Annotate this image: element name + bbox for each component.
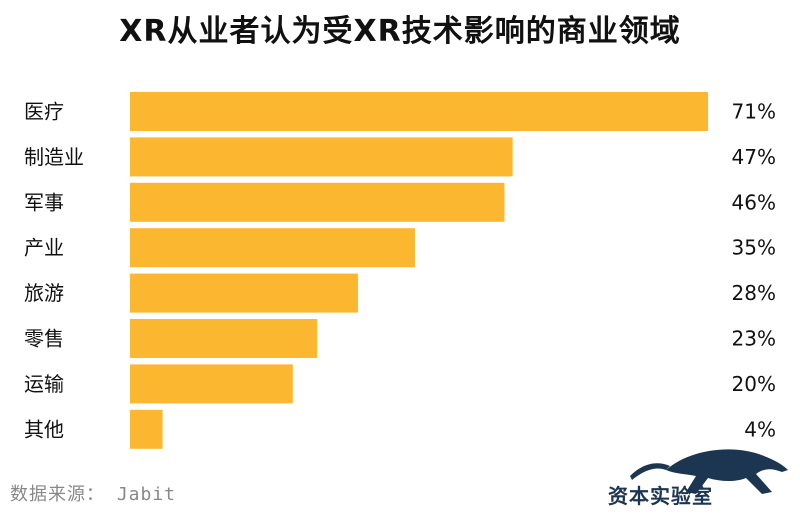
source-note: 数据来源： Jabit <box>10 484 177 505</box>
bar-7 <box>130 364 293 404</box>
value-label-3: 46% <box>732 190 776 214</box>
watermark-logo: 资本实验室 <box>596 440 796 510</box>
bar-8 <box>130 409 163 449</box>
bars-layer <box>130 92 708 449</box>
category-label-6: 零售 <box>24 327 64 351</box>
value-label-5: 28% <box>732 281 776 305</box>
category-label-1: 医疗 <box>24 100 64 124</box>
bar-4 <box>130 228 415 268</box>
panther-icon <box>630 449 788 494</box>
category-label-8: 其他 <box>24 417 64 441</box>
value-label-6: 23% <box>732 327 776 351</box>
value-label-8: 4% <box>744 417 776 441</box>
bar-5 <box>130 273 358 313</box>
watermark-text: 资本实验室 <box>608 484 713 508</box>
category-label-4: 产业 <box>24 236 64 260</box>
bar-6 <box>130 319 318 358</box>
chart-title: XR从业者认为受XR技术影响的商业领域 <box>119 14 681 49</box>
value-label-7: 20% <box>732 372 776 396</box>
value-label-1: 71% <box>732 100 776 124</box>
category-label-5: 旅游 <box>24 281 64 305</box>
category-label-7: 运输 <box>24 372 64 396</box>
category-label-3: 军事 <box>24 190 64 214</box>
value-label-4: 35% <box>732 236 776 260</box>
category-label-2: 制造业 <box>24 145 84 169</box>
value-label-2: 47% <box>732 145 776 169</box>
value-labels: 71% 47% 46% 35% 28% 23% 20% 4% <box>732 100 776 442</box>
bar-3 <box>130 182 505 222</box>
bar-1 <box>130 92 708 131</box>
bar-2 <box>130 137 513 177</box>
